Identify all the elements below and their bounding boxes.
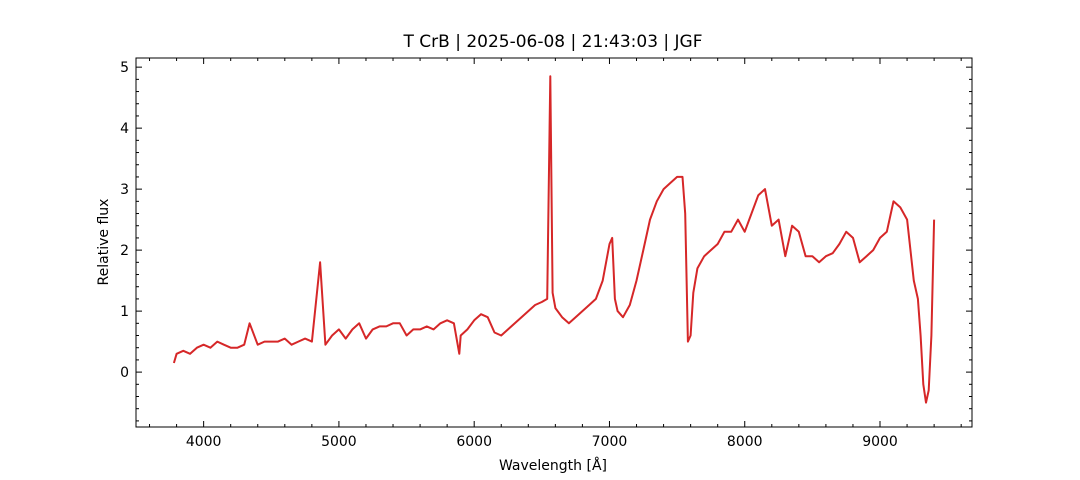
x-tick-label: 9000 <box>862 434 898 450</box>
series-line-0 <box>172 75 936 404</box>
y-tick-label: 5 <box>120 60 129 76</box>
x-axis: 4000 5000 6000 7000 8000 9000 <box>149 58 962 450</box>
y-tick-label: 0 <box>120 365 129 381</box>
x-tick-label: 8000 <box>727 434 763 450</box>
y-tick-label: 4 <box>120 121 129 137</box>
x-tick-label: 6000 <box>456 434 492 450</box>
axes-frame <box>135 57 973 428</box>
plot-area <box>172 75 936 404</box>
y-tick-label: 3 <box>120 182 129 198</box>
y-axis: 0 1 2 3 4 5 <box>120 60 972 422</box>
x-tick-label: 7000 <box>592 434 628 450</box>
y-tick-label: 2 <box>120 243 129 259</box>
y-axis-title: Relative flux <box>96 199 112 286</box>
chart-title: T CrB | 2025-06-08 | 21:43:03 | JGF <box>402 32 702 52</box>
x-tick-label: 5000 <box>321 434 357 450</box>
x-tick-label: 4000 <box>186 434 222 450</box>
x-axis-title: Wavelength [Å] <box>499 457 607 474</box>
y-tick-label: 1 <box>120 304 129 320</box>
